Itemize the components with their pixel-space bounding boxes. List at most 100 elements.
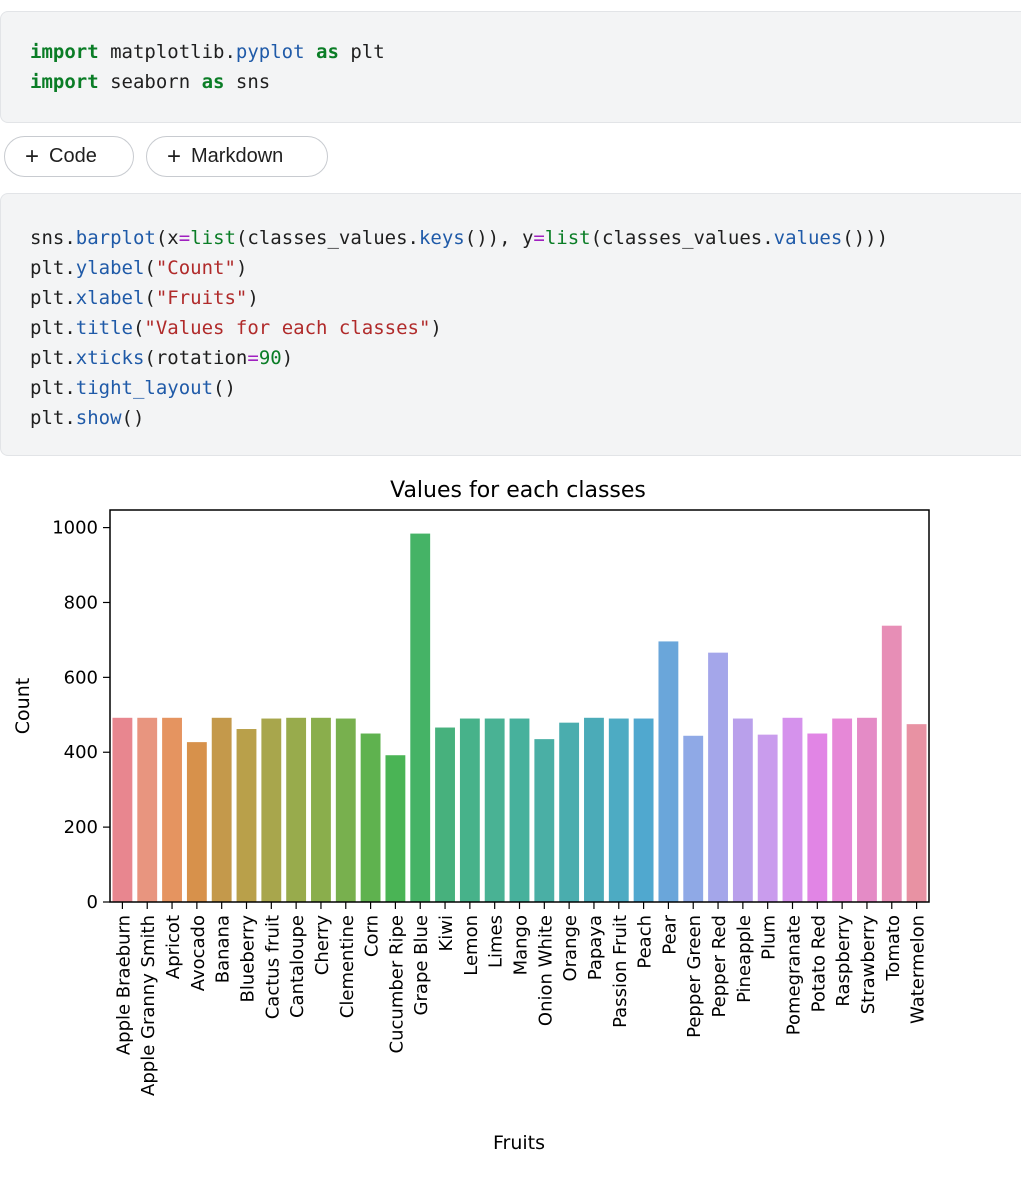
x-tick-label: Tomato	[883, 915, 904, 982]
bar-chart: Values for each classes 0 200 400 600 800 100…	[12, 478, 930, 1154]
y-tick-label: 800	[64, 592, 98, 613]
code-line: sns.barplot(x=list(classes_values.keys()…	[30, 223, 888, 253]
x-tick-label: Apple Braeburn	[113, 915, 134, 1055]
bar-apple-granny-smith	[137, 717, 158, 902]
code-token: xlabel	[75, 287, 145, 309]
x-tick-label: Lemon	[461, 915, 482, 976]
x-tick-label: Corn	[362, 915, 383, 957]
bar-tomato	[881, 625, 902, 902]
x-tick-label: Raspberry	[833, 915, 854, 1007]
code-token: (	[144, 287, 156, 309]
code-token: =	[178, 227, 191, 249]
x-tick-label: Pepper Red	[709, 915, 730, 1018]
code-token: import	[30, 71, 99, 93]
plot-frame	[109, 509, 930, 903]
x-tick-label: Onion White	[535, 915, 556, 1026]
code-token: 90	[258, 347, 282, 369]
code-token: ()))	[842, 227, 889, 249]
add-code-label: Code	[49, 145, 97, 167]
code-cell-imports[interactable]: import matplotlib.pyplot as plt import se…	[0, 11, 1021, 123]
bar-pear	[658, 641, 679, 902]
code-token: (	[144, 257, 156, 279]
x-tick-label: Cucumber Ripe	[386, 915, 407, 1053]
x-tick-label: Cherry	[312, 915, 333, 976]
code-token: title	[75, 317, 133, 339]
bar-cactus-fruit	[261, 718, 282, 902]
x-tick-label: Grape Blue	[411, 915, 432, 1015]
y-tick-label: 600	[64, 667, 98, 688]
code-token: as	[201, 71, 225, 93]
x-tick-label: Pineapple	[734, 915, 755, 1003]
code-line: plt.title("Values for each classes")	[30, 313, 442, 343]
y-tick-label: 400	[64, 742, 98, 763]
code-token: "Fruits"	[155, 287, 248, 309]
code-token: )	[430, 317, 442, 339]
code-token: plt.	[30, 377, 76, 399]
code-token: =	[247, 347, 259, 369]
y-tick-label: 0	[87, 892, 98, 913]
code-token: (	[132, 317, 145, 339]
bar-orange	[559, 722, 580, 902]
y-tick-label: 1000	[52, 518, 98, 539]
code-token: plt	[338, 41, 385, 63]
x-axis-label: Fruits	[493, 1132, 545, 1154]
y-axis-label: Count	[12, 678, 34, 734]
code-token: show	[75, 407, 122, 429]
bar-pomegranate	[782, 717, 803, 902]
bar-kiwi	[435, 727, 455, 902]
x-tick-label: Avocado	[188, 915, 209, 991]
x-tick-label: Plum	[759, 915, 780, 960]
code-token: =	[533, 227, 545, 249]
code-token: as	[316, 41, 339, 63]
code-token	[305, 41, 316, 63]
bar-avocado	[186, 742, 207, 902]
x-tick-label: Blueberry	[238, 915, 259, 1003]
add-code-button[interactable]: + Code	[4, 136, 134, 177]
code-token: ylabel	[75, 257, 145, 279]
code-line: import matplotlib.pyplot as plt	[30, 37, 385, 67]
code-line: plt.tight_layout()	[30, 373, 236, 403]
code-token: )	[247, 287, 259, 309]
code-token: plt.	[30, 347, 76, 369]
bar-limes	[484, 718, 505, 902]
code-token: matplotlib.	[98, 41, 236, 63]
x-tick-label: Apricot	[163, 915, 184, 979]
code-token: ()	[213, 377, 236, 399]
add-markdown-label: Markdown	[191, 145, 284, 167]
code-cell-barplot[interactable]: sns.barplot(x=list(classes_values.keys()…	[0, 193, 1021, 456]
bar-strawberry	[857, 717, 877, 902]
bar-apricot	[162, 717, 182, 902]
x-tick-label: Limes	[486, 915, 507, 968]
code-token: xticks	[75, 347, 145, 369]
code-token: ()), y	[464, 227, 534, 249]
bar-papaya	[584, 717, 604, 902]
x-tick-label: Pepper Green	[684, 915, 705, 1038]
code-token: "Count"	[155, 257, 236, 279]
code-token: sns.	[30, 227, 76, 249]
code-token: (classes_values.	[235, 227, 419, 249]
code-token: plt.	[30, 317, 76, 339]
code-line: import seaborn as sns	[30, 67, 270, 97]
cell-output: Values for each classes 0 200 400 600 800 100…	[0, 462, 1021, 1179]
x-tick-label: Peach	[635, 915, 656, 969]
x-tick-label: Strawberry	[858, 915, 879, 1015]
bar-peach	[633, 718, 654, 902]
bar-cherry	[311, 717, 331, 902]
x-tick-label: Cantaloupe	[287, 915, 308, 1018]
x-tick-label: Mango	[511, 915, 532, 975]
bar-pineapple	[732, 718, 753, 902]
code-token: plt.	[30, 257, 76, 279]
code-line: plt.xticks(rotation=90)	[30, 343, 293, 373]
code-token: (classes_values.	[590, 227, 774, 249]
bar-cucumber-ripe	[385, 755, 406, 902]
code-token: import	[30, 41, 99, 63]
x-tick-label: Banana	[213, 915, 234, 983]
bar-pepper-green	[683, 735, 704, 902]
bar-pepper-red	[708, 652, 728, 902]
x-tick-label: Watermelon	[908, 915, 929, 1024]
code-token: plt.	[30, 287, 76, 309]
add-markdown-button[interactable]: + Markdown	[146, 136, 328, 177]
code-token: list	[190, 227, 236, 249]
code-token: keys	[418, 227, 465, 249]
code-token: sns	[224, 71, 271, 93]
